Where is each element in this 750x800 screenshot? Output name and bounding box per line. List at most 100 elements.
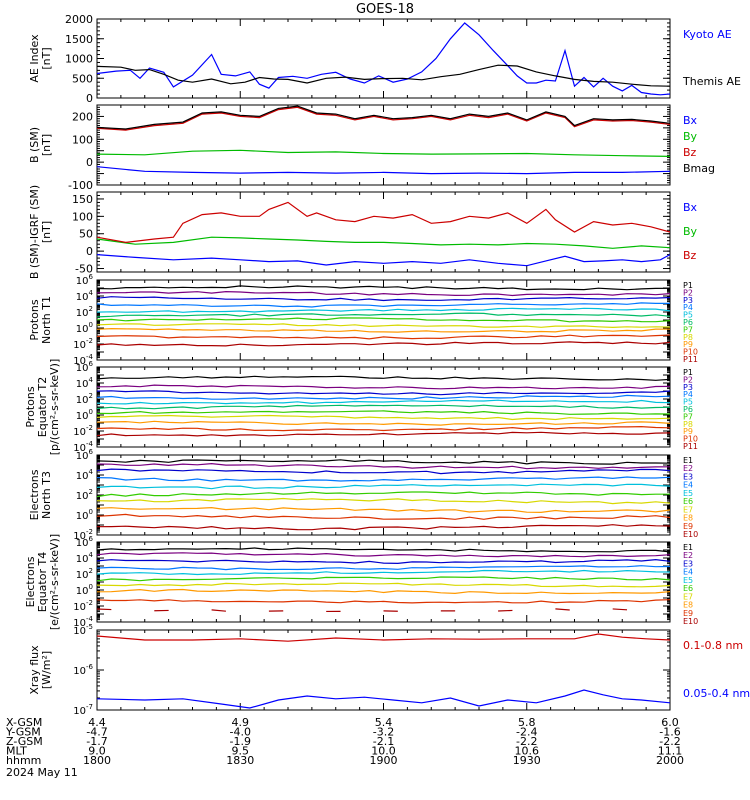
legend-p7: P7 [683, 412, 693, 421]
legend-e4: E4 [683, 481, 693, 490]
y-tick-label: 200 [72, 110, 93, 123]
series-line-e6 [97, 491, 670, 498]
x-row-value: 2000 [656, 754, 684, 767]
x-axis-table: X-GSM 4.4 4.9 5.4 5.8 6.0Y-GSM -4.7 -4.0 -3.2 -2.… [5, 716, 684, 767]
y-axis-label: North T1 [40, 296, 53, 344]
y-tick-exponent: 0 [89, 321, 93, 329]
legend-bz: Bz [683, 249, 697, 262]
y-tick-label: 106 [76, 273, 94, 287]
series-line-e4 [97, 476, 670, 482]
x-row-value: 5.4 [375, 716, 393, 729]
y-tick-exponent: 2 [89, 392, 93, 400]
series-line-p7 [97, 410, 670, 415]
series-line-e7 [97, 582, 670, 588]
y-tick-exponent: 4 [89, 376, 94, 384]
date-label: 2024 May 11 [6, 766, 78, 779]
series-line-e3 [97, 468, 670, 475]
legend-p6: P6 [683, 318, 693, 327]
legend-p11: P11 [683, 442, 698, 451]
series-line-e8 [97, 506, 670, 514]
series-group [97, 105, 670, 175]
y-tick-exponent: -2 [86, 337, 93, 345]
y-tick-exponent: 0 [89, 583, 93, 591]
legend-e1: E1 [683, 543, 693, 552]
panel-frame [96, 18, 671, 99]
x-row-name: hhmm [6, 754, 41, 767]
series-line-p11 [97, 431, 670, 437]
y-tick-label: 0 [86, 92, 93, 105]
x-row-value: -2.2 [659, 735, 680, 748]
x-row-value: 1900 [370, 754, 398, 767]
y-tick-label: -50 [75, 263, 93, 276]
y-axis-label: Electrons [24, 556, 37, 607]
series-line-p2 [97, 290, 670, 297]
y-tick-exponent: 0 [89, 508, 93, 516]
legend-p3: P3 [683, 383, 693, 392]
y-tick-exponent: 4 [89, 289, 94, 297]
y-axis-label: North T3 [40, 471, 53, 519]
legend-p5: P5 [683, 398, 693, 407]
x-row-value: -4.7 [86, 726, 107, 739]
legend-e10: E10 [683, 530, 698, 539]
series-line-p1 [97, 375, 670, 381]
legend-e10: E10 [683, 617, 698, 626]
y-tick-label: 100 [72, 133, 93, 146]
y-tick-label: 10-6 [73, 663, 93, 677]
y-axis-label: B (SM)-IGRF (SM) [28, 185, 41, 279]
legend-e9: E9 [683, 609, 693, 618]
y-tick-label: 102 [76, 488, 93, 502]
series-line-p8 [97, 323, 670, 329]
x-row-value: 6.0 [661, 716, 679, 729]
series-group [97, 375, 670, 437]
legend-e2: E2 [683, 464, 693, 473]
y-tick-label: 500 [72, 72, 93, 85]
y-tick-exponent: 2 [89, 305, 93, 313]
y-tick-label: 10-5 [73, 623, 93, 637]
legend-bx: Bx [683, 114, 698, 127]
y-tick-exponent: 2 [89, 567, 93, 575]
series-line-e6 [97, 576, 670, 582]
y-tick-label: 106 [76, 360, 94, 374]
panel-frame [96, 541, 671, 623]
series-line-e1 [97, 547, 670, 553]
x-row-value: -2.1 [373, 735, 394, 748]
series-line-p1 [97, 285, 670, 291]
y-tick-label: 104 [76, 468, 94, 482]
y-axis-label: [p/(cm²-s-sr-keV)] [48, 359, 61, 456]
legend-p8: P8 [683, 420, 693, 429]
panel-bigrf: -50 0 50 100 150 B (SM)-IGRF (SM) [nT] Bx By Bz [28, 185, 698, 279]
legend-e7: E7 [683, 592, 693, 601]
legend-p10: P10 [683, 435, 698, 444]
legend-p10: P10 [683, 348, 698, 357]
series-line-bmag [97, 105, 670, 130]
y-tick-label: 104 [76, 551, 94, 565]
x-row-value: 5.8 [518, 716, 536, 729]
legend-0-05-0-4-nm: 0.05-0.4 nm [683, 687, 750, 700]
series-line-p2 [97, 384, 670, 390]
series-line-e8 [97, 588, 670, 595]
panel-frame [96, 191, 671, 273]
series-line-p6 [97, 404, 670, 410]
series-line-bx [97, 254, 670, 267]
series-line-p9 [97, 420, 670, 426]
y-tick-label: 102 [76, 305, 93, 319]
series-line-e1 [97, 459, 670, 465]
y-axis-label: [nT] [40, 134, 53, 156]
series-line-p4 [97, 302, 670, 308]
y-axis-label: Equator T4 [36, 552, 49, 612]
series-line-e5 [97, 569, 670, 576]
series-group [97, 201, 670, 267]
panel-bsm: -100 0 100 200 B (SM) [nT] Bx By Bz Bmag [28, 104, 715, 192]
legend-p7: P7 [683, 325, 693, 334]
y-tick-label: 0 [86, 245, 93, 258]
y-tick-label: 0 [86, 156, 93, 169]
y-tick-label: 102 [76, 567, 93, 581]
series-line-p10 [97, 425, 670, 432]
series-line-bz [97, 106, 670, 131]
series-line-p3 [97, 296, 670, 302]
series-line-themis-ae [97, 64, 670, 87]
y-tick-label: 100 [72, 210, 93, 223]
x-row-name: Y-GSM [5, 726, 41, 739]
